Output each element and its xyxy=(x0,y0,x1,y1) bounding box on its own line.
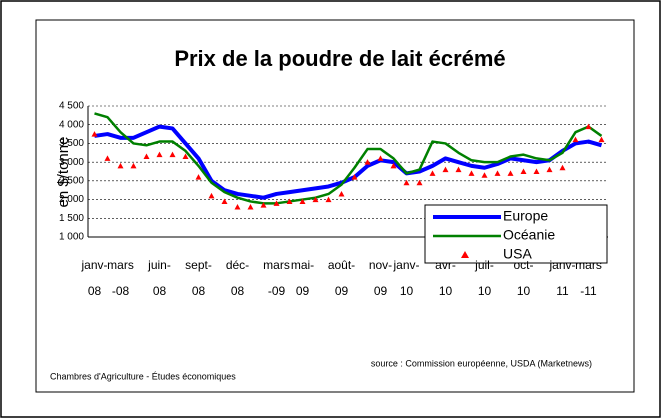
data-point xyxy=(546,166,553,173)
data-point xyxy=(585,123,592,130)
x-tick-label: déc-08 xyxy=(225,258,250,298)
data-point xyxy=(299,198,306,204)
chart-border xyxy=(35,19,635,393)
y-tick-label: 3 500 xyxy=(59,138,84,149)
data-point xyxy=(260,202,267,208)
footer: Chambres d'Agriculture - Études économiq… xyxy=(50,371,236,381)
y-tick-label: 1 500 xyxy=(59,213,84,224)
data-point xyxy=(208,192,215,199)
data-point xyxy=(351,174,358,180)
data-point xyxy=(442,166,449,173)
data-point xyxy=(156,151,163,158)
data-point xyxy=(364,159,371,165)
series-line xyxy=(94,124,603,200)
x-tick-label: janv-11 xyxy=(549,258,576,298)
y-tick-label: 3 000 xyxy=(59,157,84,168)
x-tick-label: juin-08 xyxy=(148,258,171,298)
x-tick-label: juil-10 xyxy=(475,258,494,298)
source: source : Commission européenne, USDA (Ma… xyxy=(371,358,592,368)
data-point xyxy=(195,174,202,180)
data-point xyxy=(312,196,319,203)
y-tick-label: 2 000 xyxy=(59,194,84,205)
x-tick-label: août-09 xyxy=(327,258,356,298)
data-point xyxy=(507,170,514,176)
data-point xyxy=(533,168,540,174)
data-point xyxy=(169,151,176,158)
data-point xyxy=(273,200,280,206)
data-point xyxy=(247,204,254,210)
data-point xyxy=(403,179,410,186)
y-axis-label: en $/tonne xyxy=(55,137,72,208)
chart-title: Prix de la poudre de lait écrémé xyxy=(174,46,505,71)
data-point xyxy=(221,198,228,204)
x-tick-label: mars-08 xyxy=(107,258,134,298)
data-point xyxy=(416,179,423,186)
legend-label: Océanie xyxy=(503,227,555,243)
y-tick-label: 4 500 xyxy=(59,101,84,112)
data-point xyxy=(91,131,98,137)
data-point xyxy=(481,172,488,178)
data-point xyxy=(572,136,579,143)
data-point xyxy=(429,170,436,176)
y-tick-label: 2 500 xyxy=(59,175,84,186)
data-point xyxy=(390,162,397,169)
data-point xyxy=(234,204,241,210)
x-tick-label: mai-09 xyxy=(290,258,315,298)
data-point xyxy=(338,190,345,197)
data-point xyxy=(520,168,527,174)
x-tick-label: nov-09 xyxy=(368,258,393,298)
data-point xyxy=(559,164,566,171)
data-point xyxy=(182,153,189,160)
legend-marker xyxy=(461,251,469,258)
series-line xyxy=(94,112,603,205)
x-tick-label: mars-11 xyxy=(575,258,602,298)
legend-label: USA xyxy=(503,246,532,262)
data-point xyxy=(455,166,462,173)
data-point xyxy=(494,170,501,176)
x-tick-label: mars-09 xyxy=(263,258,290,298)
y-tick-label: 4 000 xyxy=(59,119,84,130)
data-point xyxy=(598,136,605,143)
legend-box xyxy=(424,204,608,264)
y-tick-label: 1 000 xyxy=(59,232,84,243)
legend-label: Europe xyxy=(503,208,548,224)
x-tick-label: sept-08 xyxy=(185,258,212,298)
x-tick-label: janv-10 xyxy=(393,258,420,298)
data-point xyxy=(104,155,111,161)
data-point xyxy=(130,162,137,169)
data-point xyxy=(468,170,475,176)
x-tick-label: avr-10 xyxy=(435,258,456,298)
data-point xyxy=(377,155,384,161)
data-point xyxy=(286,198,293,204)
data-point xyxy=(325,196,332,203)
data-point xyxy=(117,162,124,169)
x-tick-label: janv-08 xyxy=(81,258,108,298)
data-point xyxy=(143,153,150,160)
x-tick-label: oct-10 xyxy=(513,258,534,298)
